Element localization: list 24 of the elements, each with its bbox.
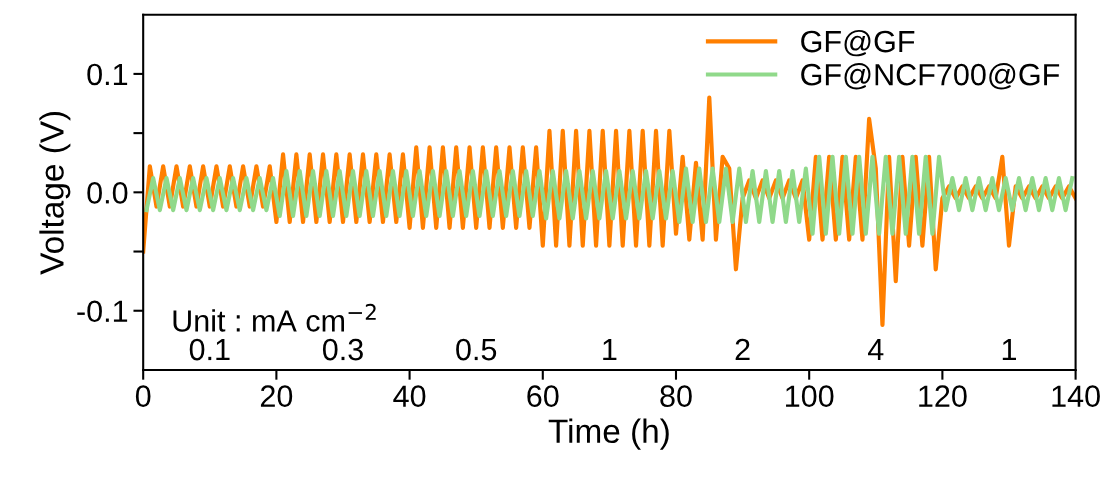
x-tick-label: 40 <box>393 385 426 407</box>
annotation: 0.5 <box>456 338 497 361</box>
legend-label: GF@NCF700@GF <box>801 63 1060 90</box>
annotation: 0.3 <box>322 338 363 361</box>
annotation: Unit : mA cm$^{−2}$ <box>173 303 376 332</box>
x-tick-label: 0 <box>135 385 151 407</box>
x-tick-label: 100 <box>786 385 834 407</box>
y-axis-title: Voltage (V) <box>39 111 71 275</box>
x-axis-title: Time (h) <box>548 418 669 450</box>
legend-label: GF@GF <box>801 29 915 57</box>
y-tick-label: 0.0 <box>87 182 128 204</box>
line-series <box>144 154 1075 236</box>
annotation: 2 <box>735 338 750 361</box>
x-tick-label: 80 <box>660 385 692 407</box>
y-tick-label: -0.1 <box>77 300 128 323</box>
annotation: 1 <box>603 339 617 361</box>
x-tick-label: 20 <box>260 385 293 407</box>
x-tick-label: 60 <box>527 385 559 407</box>
x-tick-label: 120 <box>919 385 967 407</box>
annotation: 0.1 <box>189 338 230 361</box>
annotation: 1 <box>1002 339 1016 361</box>
x-tick-label: 140 <box>1052 385 1100 407</box>
annotation: 4 <box>868 339 884 361</box>
y-tick-label: 0.1 <box>87 63 128 86</box>
